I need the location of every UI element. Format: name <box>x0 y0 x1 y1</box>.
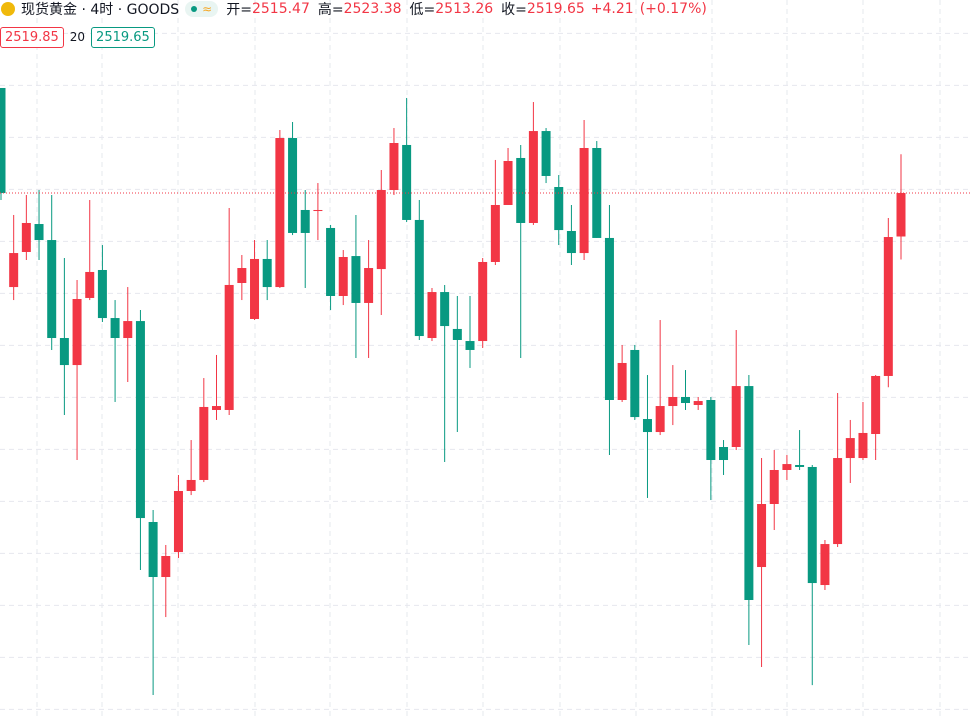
ohlc-label: 开= <box>226 2 252 18</box>
candle-body <box>592 147 602 238</box>
candle-body <box>59 338 69 366</box>
candle-body <box>161 556 171 578</box>
candle-body <box>681 396 691 404</box>
candle-body <box>338 256 348 296</box>
candle-body <box>554 186 564 231</box>
candle-body <box>47 240 57 339</box>
candle-body <box>389 143 399 191</box>
candle-body <box>211 406 221 410</box>
candle-body <box>288 138 298 233</box>
status-pill[interactable]: ≈ <box>185 1 219 17</box>
ohlc-label: 高= <box>317 2 344 18</box>
symbol-title: 现货黄金 · 4时 · GOODS <box>21 2 180 18</box>
candle-body <box>858 432 868 459</box>
ohlc-value: 2519.65 <box>526 1 585 17</box>
candle-body <box>731 386 741 448</box>
time-grid <box>36 0 941 717</box>
candle-body <box>250 258 260 319</box>
candle-body <box>706 399 716 461</box>
candle-body <box>85 271 95 298</box>
candle-body <box>199 406 209 480</box>
candle-body <box>871 375 881 435</box>
candle-body <box>376 190 386 270</box>
candle-body <box>630 349 640 418</box>
ohlc-label: 收= <box>501 2 527 18</box>
candle-body <box>883 237 893 376</box>
quote-row: 2519.85 20 2519.65 <box>0 26 713 48</box>
candle-body <box>173 491 183 553</box>
candle-body <box>541 131 551 176</box>
candle-body <box>135 321 145 519</box>
candle-body <box>72 299 82 366</box>
candle-body <box>275 138 285 288</box>
candle-body <box>465 341 475 350</box>
candle-body <box>427 292 437 339</box>
candle-body <box>516 157 526 223</box>
candle-body <box>224 284 234 410</box>
candle-body <box>566 230 576 254</box>
candle-body <box>655 406 665 433</box>
candle-body <box>896 193 906 237</box>
legend-row: 现货黄金 · 4时 · GOODS ≈ 开= 2515.47 高= 2523.38 … <box>0 0 713 18</box>
candle-body <box>313 209 323 212</box>
candle-body <box>503 160 513 205</box>
candle-body <box>21 222 31 253</box>
candle-body <box>478 261 488 342</box>
candle-body <box>617 362 627 400</box>
candle-body <box>769 469 779 505</box>
candle-body <box>440 292 450 327</box>
candle-body <box>490 204 500 262</box>
change-percent: (+0.17%) <box>639 1 707 17</box>
candle-body <box>668 396 678 407</box>
candle-body <box>351 256 361 303</box>
candle-body <box>452 328 462 340</box>
candle-body <box>186 479 196 492</box>
spread: 20 <box>69 30 86 44</box>
candle-body <box>579 147 589 254</box>
buy-button[interactable]: 2519.65 <box>91 26 155 48</box>
candle-body <box>326 227 336 296</box>
ohlc-value: 2515.47 <box>251 1 310 17</box>
candle-body <box>642 419 652 433</box>
ohlc-label: 低= <box>409 2 436 18</box>
candle-body <box>807 466 817 584</box>
candle-body <box>820 544 830 586</box>
candle-body <box>148 521 158 578</box>
candle-body <box>0 87 6 194</box>
candle-body <box>414 219 424 337</box>
sell-button[interactable]: 2519.85 <box>0 26 64 48</box>
candle-body <box>9 253 19 288</box>
ohlc-value: 2513.26 <box>435 1 494 17</box>
candle-body <box>833 458 843 545</box>
candle-body <box>693 401 703 405</box>
candle-body <box>719 447 729 461</box>
candle-body <box>782 464 792 470</box>
header: 现货黄金 · 4时 · GOODS ≈ 开= 2515.47 高= 2523.38 … <box>0 0 713 48</box>
ohlc-value: 2523.38 <box>343 1 402 17</box>
candle-body <box>123 321 133 339</box>
candle-body <box>262 258 272 288</box>
candle-body <box>97 269 107 319</box>
symbol-icon <box>1 2 15 16</box>
candle-body <box>744 386 754 600</box>
candle-body <box>110 318 120 339</box>
candle-body <box>604 237 614 400</box>
candle-body <box>757 504 767 568</box>
candle-body <box>34 224 44 241</box>
candle-body <box>364 268 374 303</box>
candle-body <box>402 144 412 220</box>
candle-body <box>795 464 805 467</box>
candle-body <box>300 209 310 233</box>
candle-body <box>237 268 247 283</box>
candle-body <box>528 131 538 223</box>
change: +4.21 <box>590 1 634 17</box>
candle-body <box>845 438 855 459</box>
